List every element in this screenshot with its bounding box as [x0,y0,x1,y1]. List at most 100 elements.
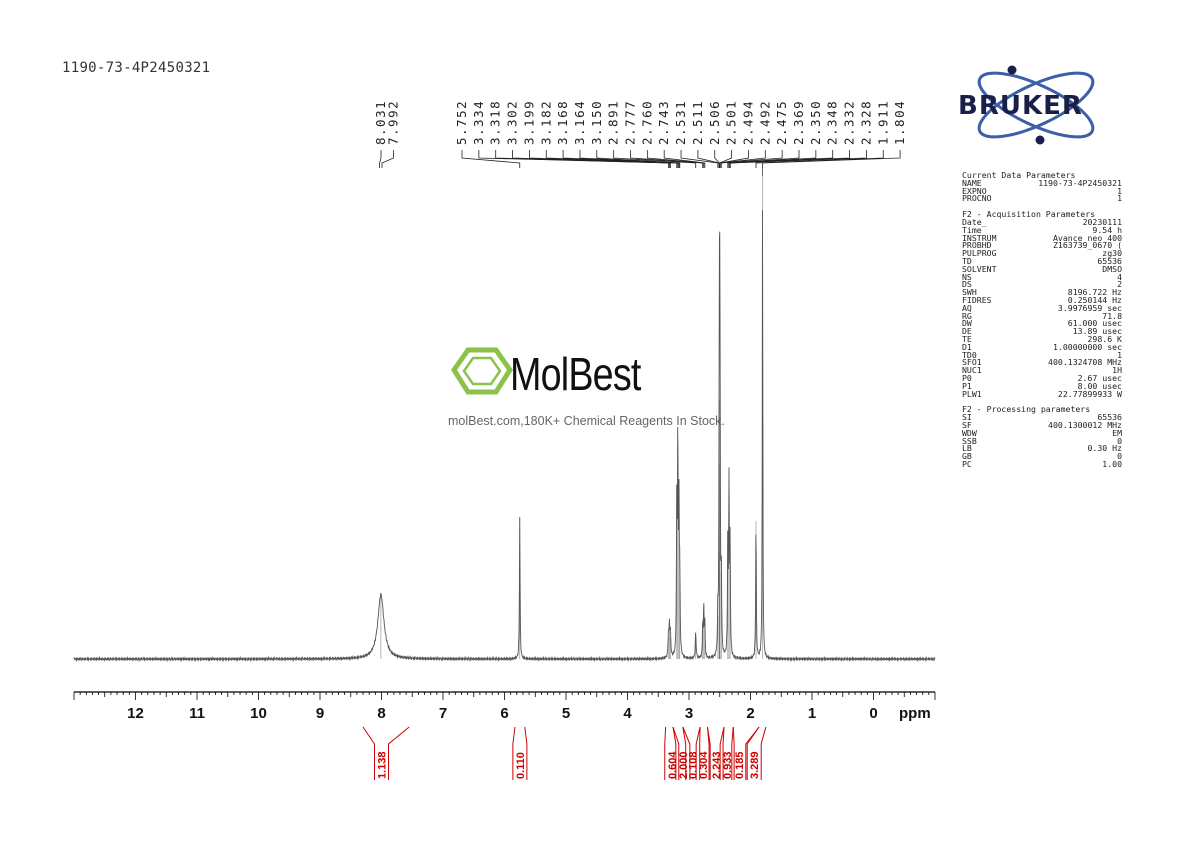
param-key: DW [962,318,972,329]
tick-label: 9 [316,705,324,722]
integral-bracket [746,726,760,780]
integral-value: 3.289 [749,751,761,779]
param-key: EXPNO [962,185,987,196]
tick-label: 4 [623,705,632,722]
param-row: PC 1.00 [962,458,1122,469]
param-row: Time 9.54 h [962,224,1122,235]
peak-label: 1.911 [875,100,890,145]
peak-leader-line [630,150,704,168]
param-row: SWH 8196.722 Hz [962,287,1122,298]
tick-label: 5 [562,705,570,722]
param-key: SFO1 [962,357,982,368]
integral-bracket [719,726,725,780]
peak-leader-line [646,150,705,168]
param-row: TD0 1 [962,349,1122,360]
param-key: NS [962,271,972,282]
peak-leader-line [663,150,706,168]
integral-bracket [672,726,680,780]
param-key: P1 [962,380,972,391]
param-row: DS 2 [962,279,1122,290]
param-value: 1190-73-4P2450321 [1038,177,1122,188]
param-row: PROCNO 1 [962,193,1122,204]
spectrum-trace [73,210,936,663]
tick-label: 3 [685,705,693,722]
param-key: INSTRUM [962,232,997,243]
param-value: 71.8 [1102,310,1122,321]
param-row: TD 65536 [962,255,1122,266]
integral-value: 0.933 [722,751,734,779]
param-row: EXPNO 1 [962,185,1122,196]
param-key: NAME [962,177,982,188]
param-key: TD [962,255,972,266]
integral-bracket [682,726,687,780]
param-value: 1.00 [1102,458,1122,469]
peak-leader-line [729,150,867,168]
integral-value: 0.185 [734,751,746,779]
peak-label: 3.150 [589,100,604,145]
peak-label: 2.511 [690,100,705,145]
peak-leader-line [720,150,783,168]
param-value: 400.1324708 MHz [1048,357,1122,368]
tick-label: 2 [746,705,754,722]
peak-label: 3.168 [555,100,570,145]
param-row: GB 0 [962,452,1122,461]
param-value: 0.30 Hz [1087,443,1122,454]
param-value: 8196.722 Hz [1067,287,1122,298]
param-value: 65536 [1097,412,1122,423]
peak-label: 2.328 [858,100,873,145]
tick-label: 6 [500,705,508,722]
param-value: 2.67 usec [1077,372,1122,383]
param-value: 13.89 usec [1072,326,1122,337]
param-key: Time [962,224,982,235]
param-value: 2 [1117,279,1122,290]
spectrum-group [73,176,936,663]
param-row: PULPROG zg30 [962,248,1122,259]
param-key: SWH [962,287,977,298]
peak-label: 2.501 [724,100,739,145]
param-key: SF [962,419,972,430]
peak-label: 2.494 [740,100,755,145]
param-value: 20230111 [1082,216,1122,227]
param-key: Date_ [962,216,987,227]
x-axis-label: ppm [899,705,931,722]
param-value: EM [1112,427,1122,438]
peak-leader-line [381,150,394,168]
integral-bracket [362,726,375,780]
integral-value: 0.108 [688,751,700,779]
param-row: FIDRES 0.250144 Hz [962,296,1122,305]
param-key: PROCNO [962,193,992,204]
peak-label: 2.506 [707,100,722,145]
tick-label: 8 [377,705,385,722]
param-value: 1H [1112,365,1122,376]
param-row: TE 298.6 K [962,335,1122,344]
param-row: P1 8.00 usec [962,380,1122,391]
tick-label: 1 [808,705,816,722]
peak-leader-line [762,150,901,168]
param-key: PROBHD [962,240,992,251]
acquisition-parameters: Current Data Parameters NAME 1190-73-4P245… [962,171,1122,469]
peak-leader-line [727,150,800,168]
param-row: P0 2.67 usec [962,372,1122,383]
param-key: AQ [962,302,972,313]
param-value: 1 [1117,349,1122,360]
peak-label: 8.031 [373,100,388,145]
param-value: zg30 [1102,248,1122,259]
param-row: AQ 3.9976959 sec [962,302,1122,313]
tick-label: 0 [869,705,877,722]
param-row: SFO1 400.1324708 MHz [962,357,1122,368]
peak-label: 2.777 [623,100,638,145]
peak-label: 2.492 [757,100,772,145]
peak-leader-line [719,150,732,168]
molbest-wordmark: MolBest [510,348,641,400]
param-value: 1.00000000 sec [1052,341,1122,352]
peak-leader-line [596,150,681,168]
param-key: SI [962,412,972,423]
peak-leader-line [461,150,521,168]
param-row: SSB 0 [962,437,1122,446]
integral-bracket [524,726,528,780]
bruker-wordmark: BRUKER [958,91,1083,121]
peak-label: 5.752 [454,100,469,145]
peak-leader-line [579,150,680,168]
